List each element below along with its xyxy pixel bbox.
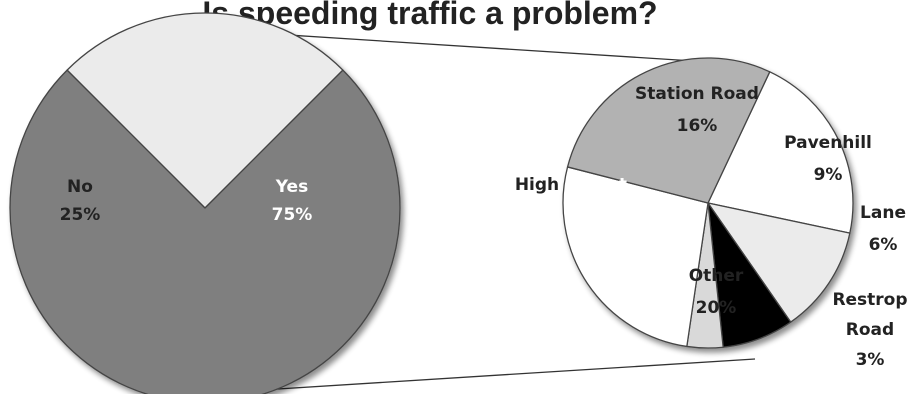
data-label-high-street-part1: High [515, 175, 559, 195]
data-label-no: No 25% [60, 177, 101, 225]
data-label-yes: Yes 75% [272, 177, 313, 225]
main-pie-slice-no [66, 12, 344, 209]
main-pie [9, 12, 401, 394]
connector-line-bottom [229, 358, 756, 393]
data-labels: No 25% Yes 75% Station Road 16% Pavenhill 9% Wit… [60, 84, 908, 370]
chart-title: Is speeding traffic a problem? [202, 0, 657, 31]
data-label-restrop-road: Restrop Road 3% [832, 290, 907, 370]
data-label-witts-lane-part2: Lane 6% [860, 203, 906, 255]
data-label-witts-lane-part1: Witts [787, 203, 838, 223]
breakdown-pie [562, 57, 854, 349]
breakdown-pie-slice-other [562, 166, 709, 348]
main-pie-slice-yes [9, 69, 401, 394]
data-label-pavenhill: Pavenhill 9% [784, 133, 872, 185]
data-label-station-road: Station Road 16% [635, 84, 759, 136]
breakdown-pie-slice-high-street [566, 57, 771, 204]
breakdown-pie-slice-pavenhill [707, 202, 851, 323]
data-label-other: Other 20% [689, 266, 744, 318]
data-label-high-street-part2: Street 21% [567, 175, 627, 227]
breakdown-pie-slice-station-road [707, 71, 854, 234]
